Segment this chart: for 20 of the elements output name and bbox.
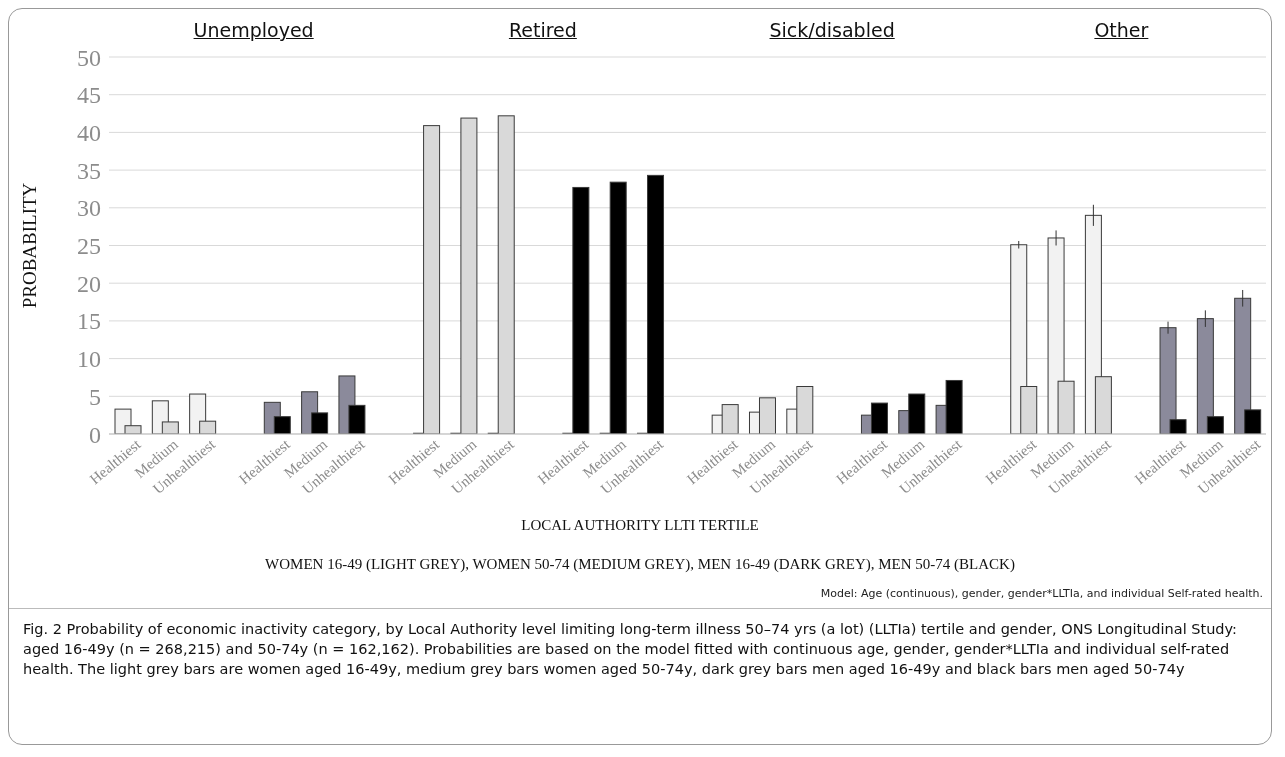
y-tick-label: 40 [77, 119, 101, 146]
text: Unemployed [192, 19, 315, 41]
y-tick-label: 0 [89, 421, 101, 448]
y-tick-label: 20 [77, 270, 101, 297]
text: Sick/disabled [768, 19, 896, 41]
caption: Fig. 2 Probability of economic inactivity category, by Local Authority level limiting long-term illness 50–74 yrs (a lot) (LLTIa) tertile and gender, ONS Longitudinal Study: aged 16-49y (n = 268,215) and 50-74y (n = 162,162). Probabilities are based on the model fitted with continuous age, gender, gender*LLTIa and individual self-rated health. The light grey bars are women aged 16-49y, medium grey bars women aged 50-74y, dark grey bars men aged 16-49y and black bars men aged 50-74y [9, 608, 1271, 689]
text: WOMEN 16-49 (LIGHT GREY), WOMEN 50-74 (MEDIUM GREY), MEN 16-49 (DARK GREY), MEN 50-74 (BLACK) [264, 556, 1016, 573]
y-tick-label: 50 [77, 44, 101, 71]
y-tick-label: 15 [77, 308, 101, 335]
text: Model: Age (continuous), gender, gender*LLTIa, and individual Self-rated health. [819, 587, 1263, 600]
y-tick-label: 35 [77, 157, 101, 184]
y-axis-title: PROBABILITY [18, 182, 40, 309]
x-axis-title: LOCAL AUTHORITY LLTI TERTILE [520, 517, 760, 534]
y-tick-label: 30 [77, 195, 101, 222]
y-tick-label: 10 [77, 346, 101, 373]
text: Other [1093, 19, 1150, 41]
text: Retired [507, 19, 578, 41]
y-tick-label: 45 [77, 82, 101, 109]
y-tick-label: 5 [89, 383, 101, 410]
y-tick-label: 25 [77, 233, 101, 260]
